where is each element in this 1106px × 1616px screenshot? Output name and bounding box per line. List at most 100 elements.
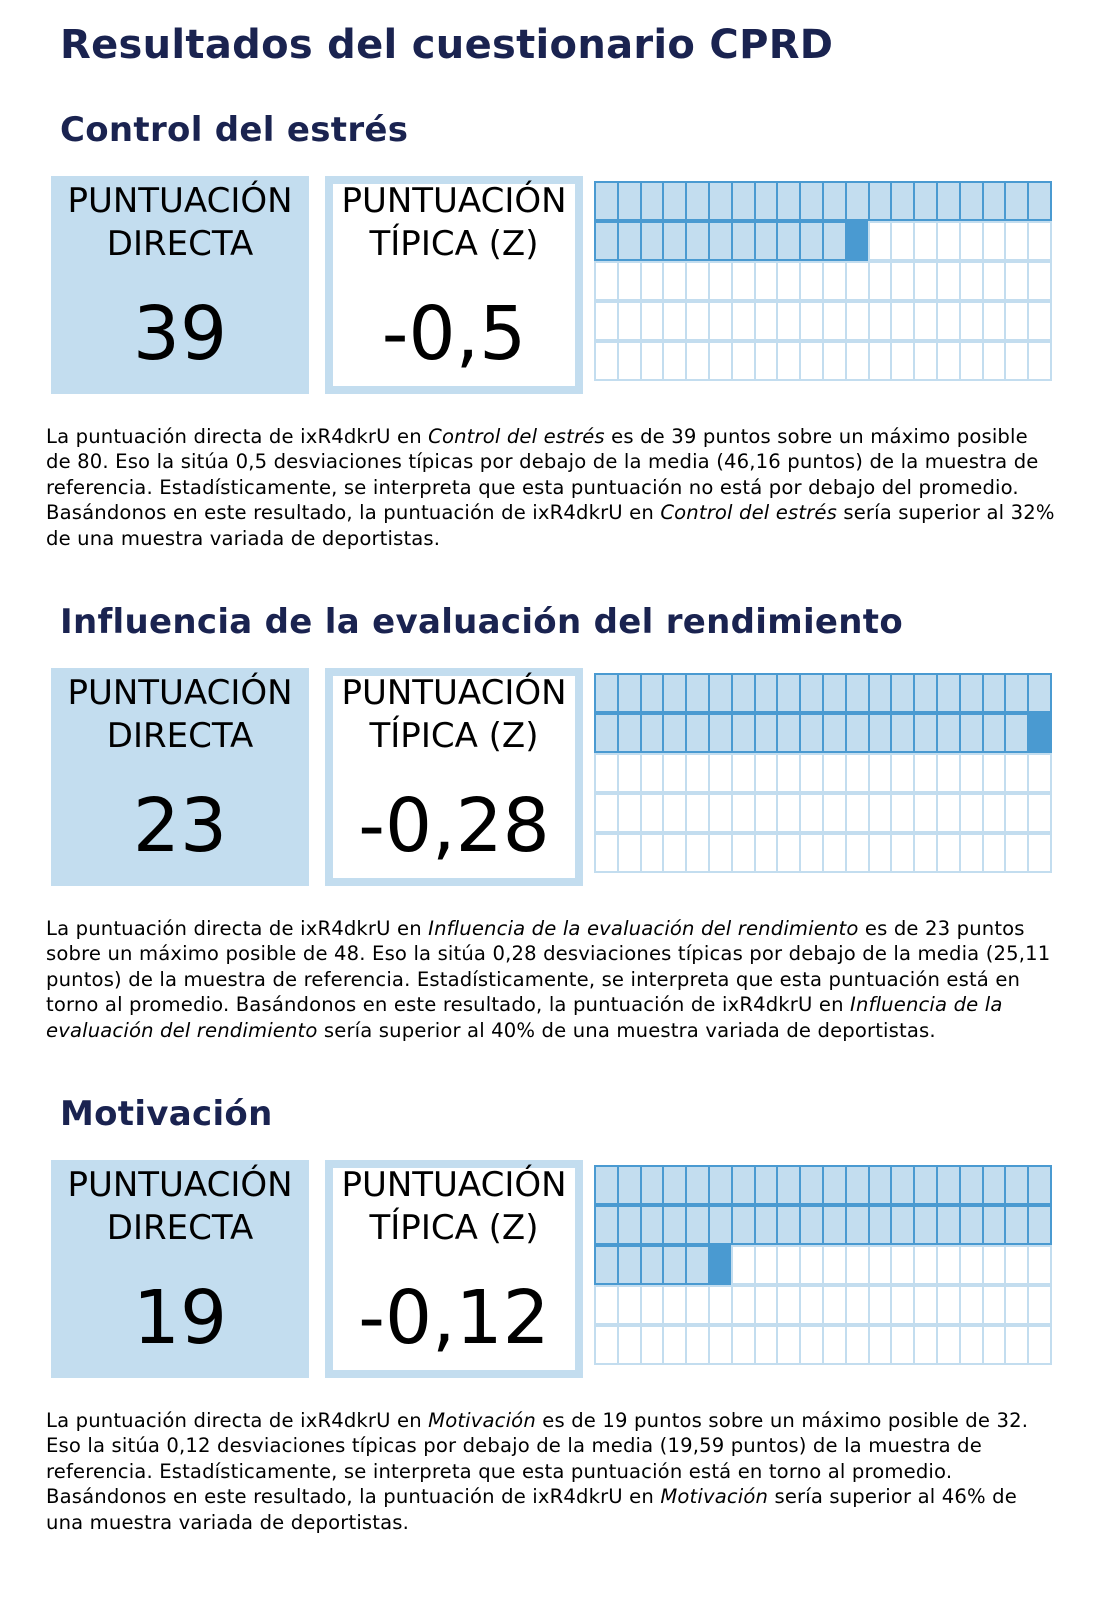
grid-cell xyxy=(958,1285,984,1325)
grid-cell xyxy=(594,261,619,301)
grid-cell xyxy=(707,1205,733,1245)
grid-cell xyxy=(730,341,756,381)
grid-cell xyxy=(639,341,665,381)
grid-cell xyxy=(935,1205,961,1245)
grid-cell xyxy=(730,1165,756,1205)
grid-cell xyxy=(753,1205,779,1245)
grid-cell xyxy=(776,181,802,221)
grid-cell xyxy=(685,1325,710,1365)
grid-cell xyxy=(981,1205,1007,1245)
grid-cell xyxy=(890,713,916,753)
grid-cell xyxy=(913,673,938,713)
grid-cell xyxy=(958,753,984,793)
grid-cell xyxy=(867,181,893,221)
grid-cell xyxy=(799,1325,824,1365)
grid-cell xyxy=(844,341,870,381)
grid-cell xyxy=(776,793,802,833)
grid-cell xyxy=(753,1165,779,1205)
grid-cell xyxy=(776,833,802,873)
section-description: La puntuación directa de ixR4dkrU en Con… xyxy=(46,424,1056,551)
grid-cell xyxy=(594,1205,619,1245)
grid-cell xyxy=(867,673,893,713)
description-text: sería superior al 32% de una muestra var… xyxy=(46,501,1055,550)
grid-cell xyxy=(707,181,733,221)
grid-cell xyxy=(799,181,824,221)
grid-cell xyxy=(821,1325,847,1365)
grid-cell xyxy=(890,833,916,873)
dimension-name: Control del estrés xyxy=(428,425,605,448)
grid-cell xyxy=(981,1165,1007,1205)
grid-cell xyxy=(844,1165,870,1205)
grid-cell xyxy=(776,1205,802,1245)
grid-cell xyxy=(616,793,642,833)
grid-cell xyxy=(616,673,642,713)
grid-cell xyxy=(958,673,984,713)
grid-cell xyxy=(913,713,938,753)
grid-cell xyxy=(616,1325,642,1365)
description-text: La puntuación directa de ixR4dkrU en xyxy=(46,917,429,940)
grid-cell xyxy=(867,1165,893,1205)
grid-cell xyxy=(594,1165,619,1205)
grid-cell xyxy=(776,301,802,341)
grid-cell xyxy=(616,1245,642,1285)
grid-cell xyxy=(981,301,1007,341)
grid-cell xyxy=(958,1205,984,1245)
grid-cell xyxy=(867,1285,893,1325)
grid-cell xyxy=(844,1325,870,1365)
z-score-value: -0,5 xyxy=(381,291,527,377)
grid-cell xyxy=(594,341,619,381)
grid-cell xyxy=(867,1325,893,1365)
grid-cell xyxy=(799,793,824,833)
section-control-estres: Control del estrés PUNTUACIÓN DIRECTA 39… xyxy=(0,110,1106,590)
grid-cell xyxy=(639,1245,665,1285)
grid-cell xyxy=(753,1285,779,1325)
grid-cell xyxy=(913,793,938,833)
grid-cell xyxy=(685,753,710,793)
percentile-marker-cell xyxy=(707,1245,733,1285)
grid-cell xyxy=(981,793,1007,833)
grid-cell xyxy=(799,261,824,301)
grid-cell xyxy=(981,1245,1007,1285)
grid-cell xyxy=(685,1165,710,1205)
grid-cell xyxy=(1004,181,1030,221)
grid-cell xyxy=(776,1325,802,1365)
direct-score-box: PUNTUACIÓN DIRECTA 39 xyxy=(51,176,309,394)
grid-cell xyxy=(753,221,779,261)
grid-cell xyxy=(594,181,619,221)
grid-cell xyxy=(821,1165,847,1205)
grid-cell xyxy=(821,301,847,341)
grid-cell xyxy=(707,261,733,301)
grid-cell xyxy=(958,181,984,221)
grid-cell xyxy=(1027,1205,1052,1245)
grid-cell xyxy=(913,301,938,341)
grid-cell xyxy=(639,221,665,261)
grid-cell xyxy=(707,1285,733,1325)
grid-cell xyxy=(799,221,824,261)
grid-cell xyxy=(685,1205,710,1245)
grid-cell xyxy=(1004,1285,1030,1325)
grid-cell xyxy=(981,713,1007,753)
grid-cell xyxy=(753,341,779,381)
grid-cell xyxy=(776,261,802,301)
grid-cell xyxy=(707,753,733,793)
grid-cell xyxy=(958,221,984,261)
grid-cell xyxy=(1027,1285,1052,1325)
grid-cell xyxy=(639,1285,665,1325)
grid-cell xyxy=(890,1325,916,1365)
grid-cell xyxy=(753,753,779,793)
grid-cell xyxy=(890,1165,916,1205)
grid-cell xyxy=(981,673,1007,713)
grid-cell xyxy=(662,181,688,221)
grid-cell xyxy=(867,753,893,793)
description-text: sería superior al 46% de una muestra var… xyxy=(46,1485,1017,1534)
grid-cell xyxy=(639,301,665,341)
grid-cell xyxy=(844,833,870,873)
grid-cell xyxy=(662,753,688,793)
z-score-box: PUNTUACIÓN TÍPICA (Z) -0,12 xyxy=(325,1160,583,1378)
grid-cell xyxy=(730,261,756,301)
description-text: es de 39 puntos sobre un máximo posible … xyxy=(46,425,1039,525)
grid-cell xyxy=(594,221,619,261)
grid-cell xyxy=(730,753,756,793)
grid-cell xyxy=(958,301,984,341)
grid-cell xyxy=(685,673,710,713)
